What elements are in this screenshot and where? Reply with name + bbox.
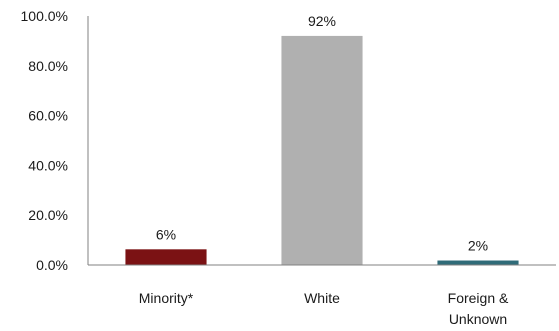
- bar: [125, 249, 207, 265]
- data-label: 6%: [156, 226, 176, 242]
- y-tick-label: 100.0%: [21, 8, 68, 24]
- bar: [281, 35, 363, 265]
- x-category-label: Unknown: [449, 311, 507, 327]
- x-category-label: Minority*: [139, 290, 194, 306]
- y-tick-label: 80.0%: [28, 58, 68, 74]
- y-tick-label: 0.0%: [36, 257, 68, 273]
- x-category-label: White: [304, 290, 340, 306]
- data-label: 92%: [308, 13, 336, 29]
- x-category-label: Foreign &: [448, 290, 509, 306]
- y-tick-label: 60.0%: [28, 108, 68, 124]
- data-label: 2%: [468, 238, 488, 254]
- bar: [437, 260, 519, 265]
- y-tick-label: 40.0%: [28, 157, 68, 173]
- y-tick-label: 20.0%: [28, 207, 68, 223]
